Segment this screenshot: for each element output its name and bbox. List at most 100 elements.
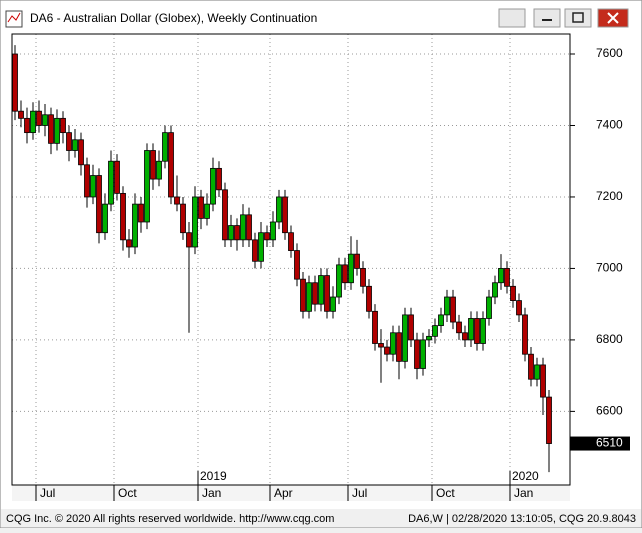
candle-body — [126, 239, 132, 248]
candle-body — [276, 196, 282, 223]
candle-body — [30, 110, 36, 134]
candle-body — [168, 132, 174, 198]
link-button[interactable] — [498, 8, 526, 28]
candle-body — [12, 53, 18, 112]
candle-body — [216, 167, 222, 191]
year-label: 2019 — [200, 469, 227, 483]
window-title: DA6 - Australian Dollar (Globex), Weekly… — [30, 11, 317, 25]
maximize-glyph — [572, 12, 584, 23]
app-icon-glyph — [7, 12, 21, 23]
candle-body — [402, 314, 408, 362]
candle-body — [504, 268, 510, 287]
close-glyph — [607, 12, 619, 24]
candle-body — [384, 346, 390, 355]
footer-right: DA6,W | 02/28/2020 13:10:05, CQG 20.9.80… — [408, 513, 636, 525]
candle-body — [84, 164, 90, 198]
candle-body — [48, 114, 54, 144]
candle-body — [390, 332, 396, 355]
candle-body — [426, 335, 432, 341]
candle-body — [96, 175, 102, 234]
candle-body — [156, 160, 162, 180]
candle-body — [54, 117, 60, 144]
candle-body — [534, 364, 540, 380]
candle-body — [378, 343, 384, 348]
candle-body — [252, 239, 258, 262]
candle-body — [150, 150, 156, 180]
candle-body — [198, 196, 204, 219]
y-tick-label: 7600 — [596, 46, 623, 60]
candle-body — [210, 167, 216, 205]
candle-body — [228, 225, 234, 241]
candle-body — [312, 282, 318, 305]
candle-body — [42, 114, 48, 126]
last-price-box — [570, 436, 630, 451]
x-tick-label: Jan — [202, 486, 221, 500]
candle-body — [24, 117, 30, 134]
y-tick-label: 7200 — [596, 189, 623, 203]
candle-body — [468, 318, 474, 341]
candle-body — [462, 332, 468, 341]
last-price-label: 6510 — [596, 436, 623, 450]
candle-body — [114, 160, 120, 194]
candle-body — [300, 278, 306, 312]
candle-body — [414, 339, 420, 369]
candle-body — [204, 203, 210, 219]
candle-body — [522, 314, 528, 355]
candle-body — [324, 275, 330, 312]
candle-body — [438, 314, 444, 327]
candle-body — [132, 203, 138, 248]
candle-body — [432, 325, 438, 337]
candle-body — [102, 203, 108, 234]
maximize-button[interactable] — [564, 8, 592, 28]
candle-body — [234, 225, 240, 241]
candle-body — [36, 110, 42, 126]
x-tick-label: Oct — [118, 486, 137, 500]
candle-body — [372, 310, 378, 344]
candle-body — [288, 232, 294, 251]
candle-body — [486, 296, 492, 319]
candle-body — [90, 175, 96, 198]
candle-body — [60, 117, 66, 134]
candle-body — [18, 110, 24, 119]
minimize-button[interactable] — [533, 8, 561, 28]
candle-body — [192, 196, 198, 248]
candle-body — [450, 296, 456, 323]
candle-body — [528, 353, 534, 380]
y-tick-label: 7400 — [596, 118, 623, 132]
y-tick-label: 6600 — [596, 404, 623, 418]
candle-body — [510, 285, 516, 301]
y-tick-label: 7000 — [596, 261, 623, 275]
time-strip — [12, 485, 570, 501]
x-tick-label: Apr — [274, 486, 293, 500]
candle-body — [120, 192, 126, 241]
footer-left: CQG Inc. © 2020 All rights reserved worl… — [6, 513, 334, 525]
candle-body — [306, 282, 312, 312]
candle-body — [294, 250, 300, 280]
candle-body — [336, 264, 342, 298]
x-tick-label: Jul — [352, 486, 367, 500]
candle-body — [246, 214, 252, 241]
plot-frame — [11, 33, 571, 486]
candle-body — [66, 132, 72, 151]
candle-body — [78, 139, 84, 166]
candle-body — [540, 364, 546, 398]
candle-body — [162, 132, 168, 162]
app-icon — [5, 10, 23, 28]
candle-body — [282, 196, 288, 234]
candle-body — [144, 150, 150, 223]
candle-body — [360, 268, 366, 287]
candle-body — [108, 160, 114, 205]
candle-body — [348, 253, 354, 284]
candle-body — [264, 232, 270, 241]
x-tick-label: Jul — [40, 486, 55, 500]
candle-body — [408, 314, 414, 341]
candle-body — [396, 332, 402, 362]
candle-body — [456, 321, 462, 334]
candle-body — [72, 139, 78, 151]
candle-body — [138, 203, 144, 223]
candle-body — [330, 296, 336, 312]
x-tick-label: Oct — [436, 486, 455, 500]
candle-body — [498, 268, 504, 284]
